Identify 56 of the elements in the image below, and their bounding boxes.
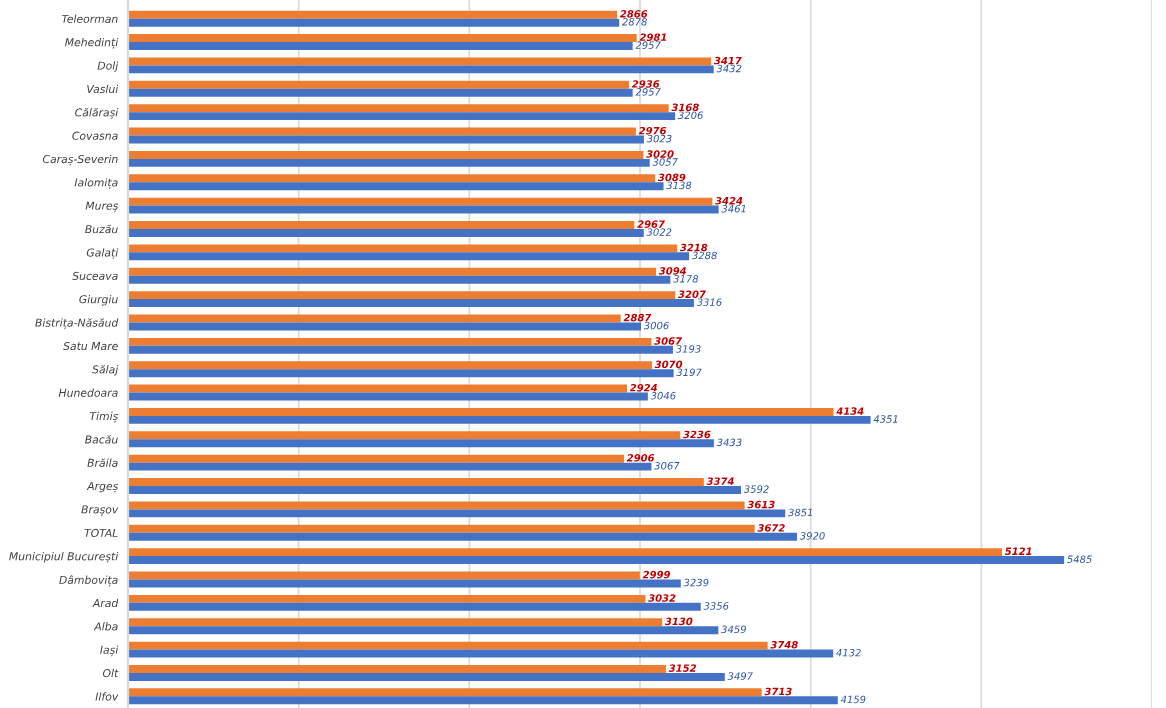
bar bbox=[128, 127, 636, 136]
bar bbox=[128, 10, 618, 19]
bar bbox=[128, 197, 713, 206]
bar bbox=[128, 221, 635, 229]
bar bbox=[128, 478, 704, 487]
bar bbox=[128, 579, 681, 588]
bar bbox=[128, 65, 714, 74]
bar bbox=[128, 34, 637, 43]
bar bbox=[128, 18, 620, 27]
bar bbox=[128, 337, 652, 346]
bar bbox=[128, 486, 742, 494]
bar bbox=[128, 88, 633, 97]
bar bbox=[128, 649, 834, 658]
bar bbox=[128, 228, 644, 237]
bar bbox=[128, 275, 671, 284]
bar bbox=[128, 369, 674, 378]
bar bbox=[128, 556, 1065, 565]
bar bbox=[128, 548, 1002, 557]
bar bbox=[128, 688, 762, 697]
bar bbox=[128, 439, 714, 448]
bar bbox=[128, 641, 768, 650]
bar bbox=[128, 104, 669, 113]
bar bbox=[128, 80, 630, 89]
bar bbox=[128, 532, 798, 541]
bar bbox=[128, 252, 690, 261]
bar bbox=[128, 602, 701, 611]
bar bbox=[128, 299, 694, 308]
bar bbox=[128, 384, 628, 393]
bar bbox=[128, 182, 664, 191]
bar bbox=[128, 267, 657, 276]
bar bbox=[128, 244, 678, 253]
bar bbox=[128, 431, 681, 440]
bar bbox=[128, 501, 745, 510]
bar bbox=[128, 205, 719, 214]
bar bbox=[128, 415, 871, 424]
bar bbox=[128, 594, 646, 603]
bar bbox=[128, 150, 644, 159]
bar bbox=[128, 322, 642, 331]
bar bbox=[128, 626, 719, 635]
bar bbox=[128, 291, 676, 300]
bar bbox=[128, 361, 652, 370]
bar bbox=[128, 618, 663, 627]
bar bbox=[128, 672, 725, 681]
bar bbox=[128, 42, 633, 50]
bar bbox=[128, 158, 650, 167]
bar bbox=[128, 454, 624, 463]
bar bbox=[128, 509, 786, 518]
bar bbox=[128, 462, 652, 471]
bar bbox=[128, 665, 666, 673]
bar bbox=[128, 696, 838, 705]
bar bbox=[128, 345, 673, 354]
bar bbox=[128, 112, 676, 121]
bar bbox=[128, 524, 755, 533]
bar bbox=[128, 407, 834, 416]
bar bbox=[128, 174, 656, 183]
bar bbox=[128, 57, 712, 66]
